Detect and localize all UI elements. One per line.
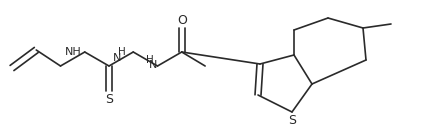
Text: S: S xyxy=(105,93,113,106)
Text: NH: NH xyxy=(65,47,82,57)
Text: S: S xyxy=(288,113,296,127)
Text: N: N xyxy=(149,60,158,70)
Text: N: N xyxy=(113,53,121,63)
Text: O: O xyxy=(177,14,187,27)
Text: H: H xyxy=(146,55,153,65)
Text: H: H xyxy=(118,47,126,57)
